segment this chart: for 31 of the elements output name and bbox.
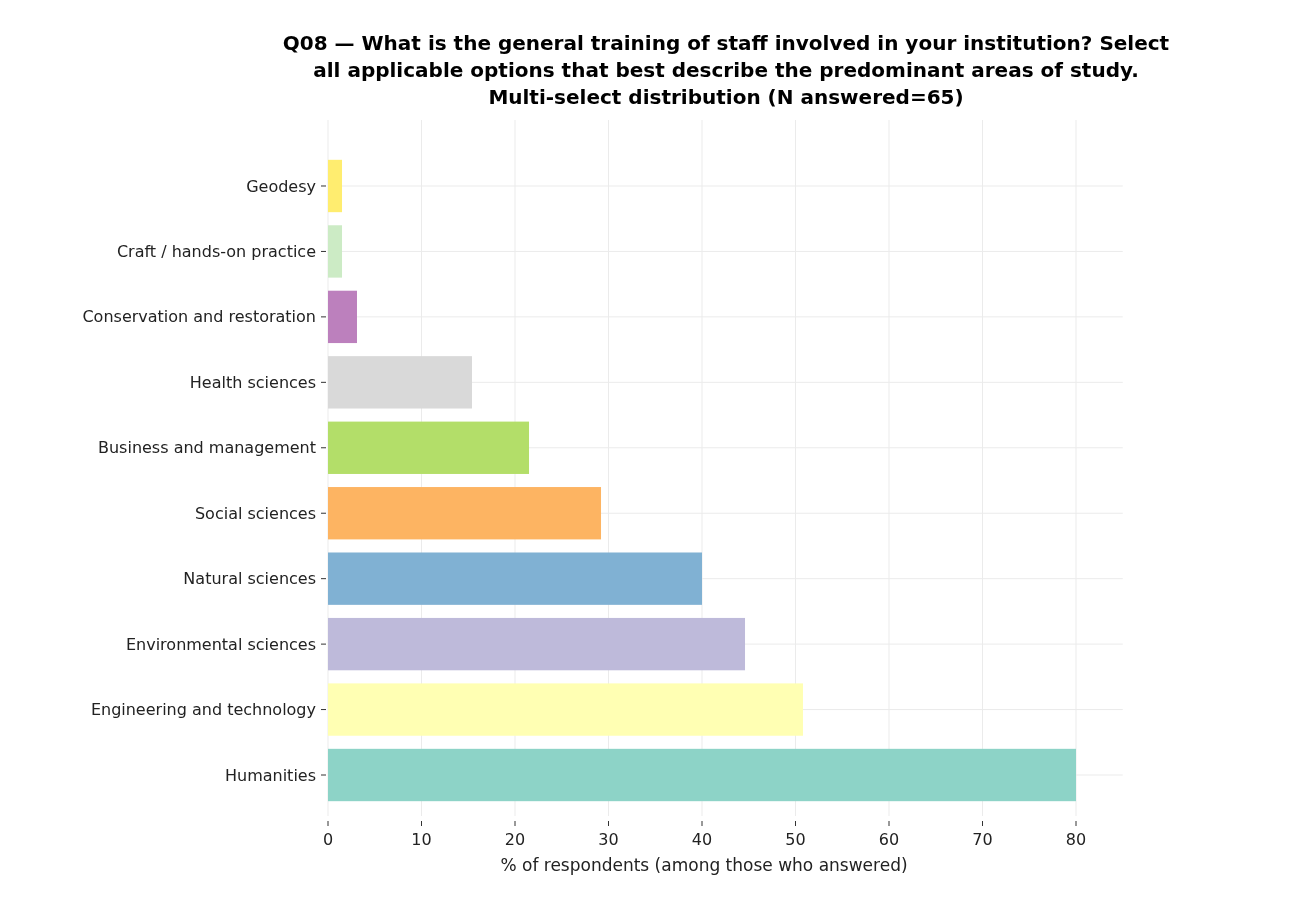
x-tick-label: 50 (785, 830, 806, 849)
y-tick-label: Health sciences (189, 372, 316, 392)
y-tick-label: Engineering and technology (90, 700, 316, 720)
x-tick-label: 80 (1065, 830, 1087, 849)
bar (328, 290, 357, 344)
y-tick-label: Business and management (97, 438, 316, 458)
bar (328, 748, 1076, 802)
x-tick-label: 40 (691, 830, 713, 849)
y-tick-label: Conservation and restoration (82, 307, 316, 327)
x-axis-title: % of respondents (among those who answered) (500, 855, 908, 875)
bar (328, 356, 472, 409)
bar (328, 552, 702, 605)
bar (328, 683, 803, 736)
bar (328, 225, 343, 278)
bar (328, 487, 602, 540)
y-tick-label: Social sciences (194, 503, 316, 523)
x-tick-label: 20 (504, 830, 526, 849)
y-tick-label: Geodesy (246, 176, 316, 196)
bar (328, 159, 343, 213)
x-tick-label: 0 (322, 830, 334, 849)
bar (328, 617, 746, 671)
x-tick-label: 70 (972, 830, 993, 849)
y-tick-label: Craft / hands-on practice (116, 242, 316, 262)
y-tick-label: Humanities (224, 765, 316, 785)
y-tick-label: Natural sciences (183, 569, 316, 589)
chart-title: Q08 — What is the general training of staff involved in your institution? Select all applicable options that best describe the predominant areas of study. Multi-select distribution (N answered=65) (282, 31, 1170, 109)
y-tick-label: Environmental sciences (125, 634, 316, 654)
x-tick-label: 30 (598, 830, 619, 849)
bar (328, 421, 530, 474)
x-tick-label: 10 (411, 830, 432, 849)
x-tick-label: 60 (878, 830, 900, 849)
